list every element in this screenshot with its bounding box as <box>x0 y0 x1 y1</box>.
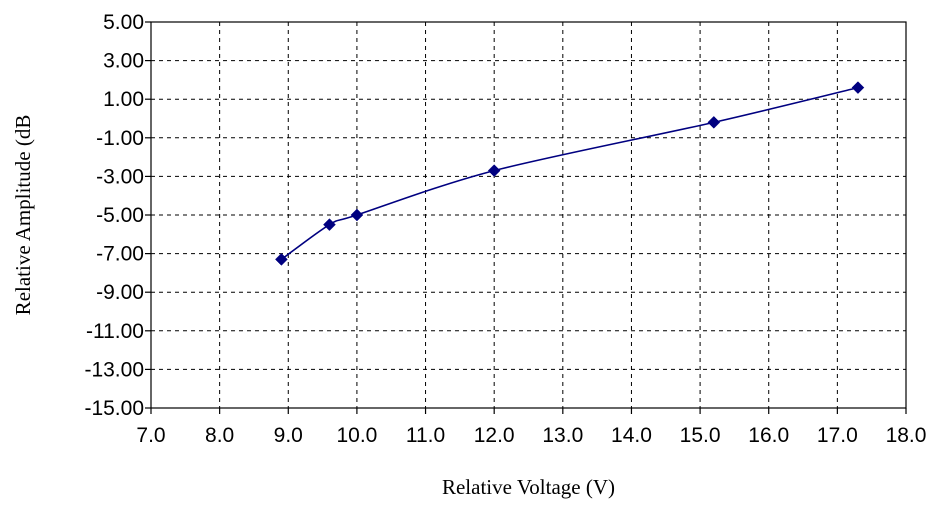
data-point <box>275 253 288 266</box>
data-point <box>707 116 721 129</box>
x-tick-label: 12.0 <box>474 424 515 447</box>
x-tick-label: 17.0 <box>817 424 858 447</box>
x-tick-label: 13.0 <box>542 424 583 447</box>
y-tick-label: 1.00 <box>103 88 144 111</box>
grid <box>151 22 906 408</box>
x-tick-label: 16.0 <box>748 424 789 447</box>
data-point <box>851 81 865 94</box>
data-point <box>487 164 501 177</box>
y-tick-label: -15.00 <box>84 397 144 420</box>
y-tick-label: -11.00 <box>86 320 144 343</box>
x-tick-label: 9.0 <box>274 424 303 447</box>
y-tick-label: -13.00 <box>84 358 144 381</box>
x-tick-label: 10.0 <box>336 424 377 447</box>
y-axis-title: Relative Amplitude (dB <box>11 115 35 316</box>
y-tick-label: 3.00 <box>103 50 144 73</box>
data-point <box>350 208 364 222</box>
x-tick-label: 11.0 <box>406 424 445 447</box>
axis-ticks: 7.0 8.0 9.0 10.0 11.0 12.0 13.0 14.0 15.0 16.0 17.… <box>84 11 926 447</box>
series-line <box>280 86 859 261</box>
y-tick-label: -5.00 <box>96 204 144 227</box>
y-tick-label: 5.00 <box>103 11 144 34</box>
data-series <box>275 81 865 266</box>
data-point <box>323 218 336 232</box>
x-tick-label: 8.0 <box>205 424 234 447</box>
y-tick-label: -1.00 <box>96 127 144 150</box>
x-axis-title: Relative Voltage (V) <box>442 475 615 499</box>
x-tick-label: 14.0 <box>611 424 652 447</box>
x-tick-label: 15.0 <box>680 424 721 447</box>
y-tick-label: -3.00 <box>96 165 144 188</box>
y-tick-label: -7.00 <box>96 243 144 266</box>
x-tick-label: 7.0 <box>136 424 165 447</box>
x-tick-label: 18.0 <box>886 424 927 447</box>
y-tick-label: -9.00 <box>96 281 144 304</box>
